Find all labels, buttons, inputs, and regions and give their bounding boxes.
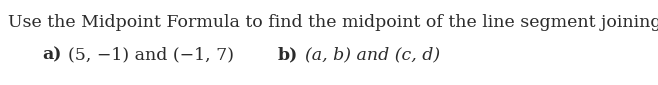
- Text: a): a): [42, 46, 61, 63]
- Text: b): b): [278, 46, 298, 63]
- Text: (a, b) and (c, d): (a, b) and (c, d): [294, 46, 440, 63]
- Text: (5, −1) and (−1, 7): (5, −1) and (−1, 7): [57, 46, 234, 63]
- Text: Use the Midpoint Formula to find the midpoint of the line segment joining:: Use the Midpoint Formula to find the mid…: [8, 14, 658, 31]
